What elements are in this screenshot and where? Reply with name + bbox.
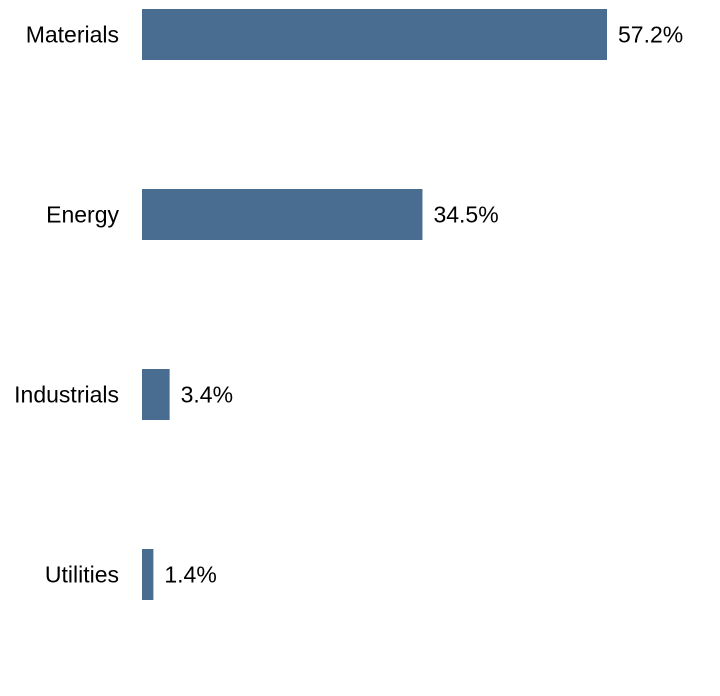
bars-group [142, 9, 607, 600]
bar-materials [142, 9, 607, 60]
bar-industrials [142, 369, 170, 420]
category-label-energy: Energy [46, 202, 119, 228]
category-label-utilities: Utilities [45, 562, 119, 588]
category-labels-group: Materials Energy Industrials Utilities [14, 22, 119, 588]
category-label-materials: Materials [26, 22, 119, 48]
category-label-industrials: Industrials [14, 382, 119, 408]
bar-energy [142, 189, 423, 240]
value-label-industrials: 3.4% [181, 382, 233, 408]
value-label-utilities: 1.4% [164, 562, 216, 588]
value-labels-group: 57.2% 34.5% 3.4% 1.4% [164, 22, 683, 588]
value-label-energy: 34.5% [433, 202, 498, 228]
bar-utilities [142, 549, 154, 600]
value-label-materials: 57.2% [618, 22, 683, 48]
